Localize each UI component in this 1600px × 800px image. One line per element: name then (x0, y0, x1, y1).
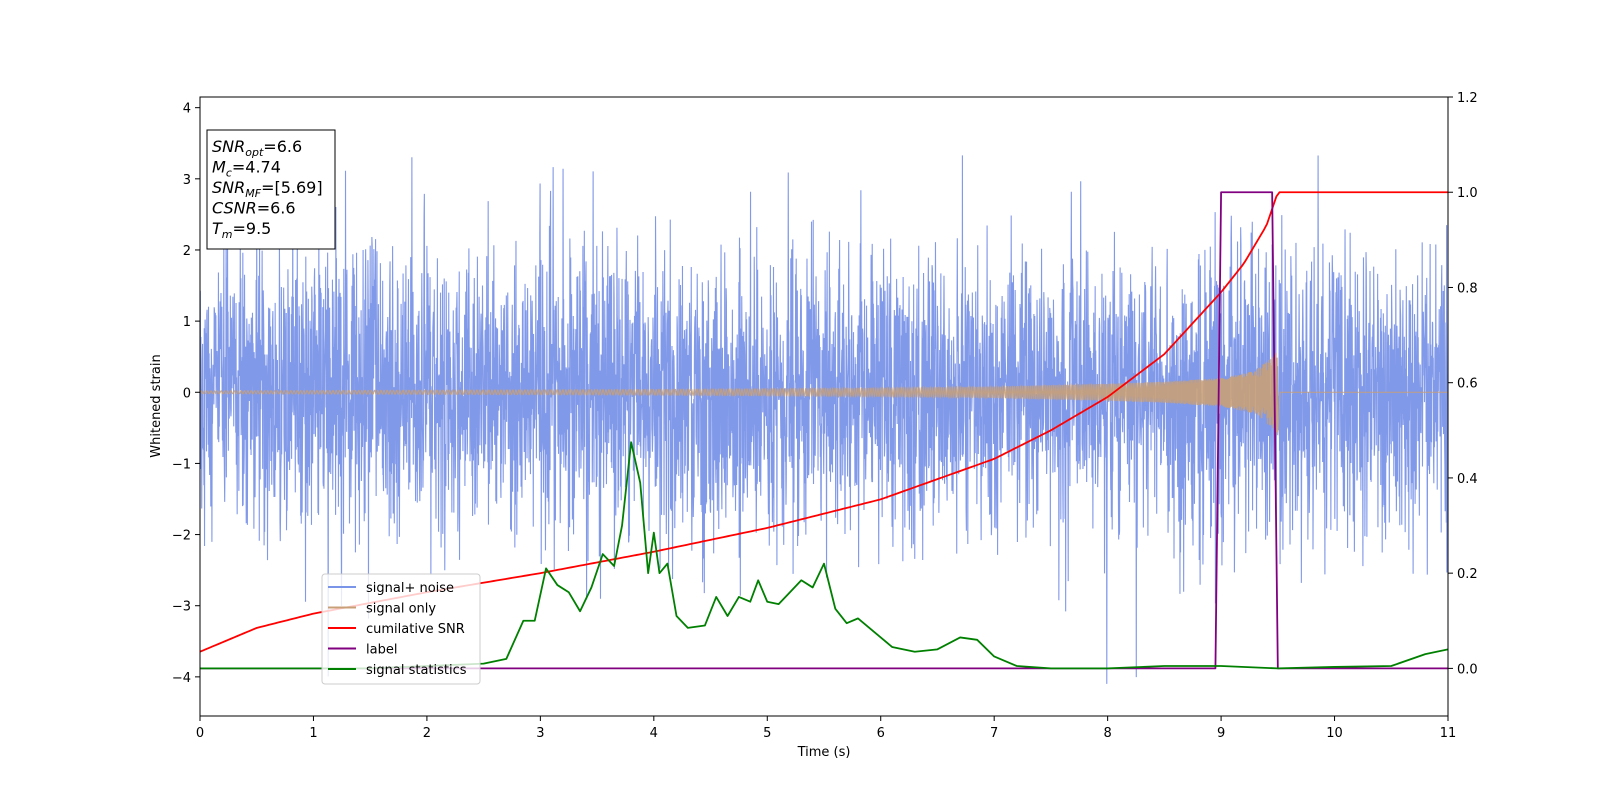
info-subscript: MF (245, 187, 261, 200)
x-tick-label: 5 (763, 726, 771, 741)
info-value: =9.5 (233, 219, 272, 238)
legend-label: signal only (366, 602, 436, 617)
y-left-tick-label: −3 (172, 600, 191, 615)
y-right-tick-label: 0.6 (1457, 377, 1478, 392)
info-value: =[5.69] (261, 178, 323, 197)
legend-frame (321, 573, 481, 685)
info-value: =4.74 (232, 158, 281, 177)
info-variable: SNR (212, 137, 245, 156)
y-left-tick-label: −2 (172, 529, 191, 544)
y-left-tick-label: 0 (183, 386, 191, 401)
info-box-frame (206, 129, 336, 250)
x-axis-label: Time (s) (797, 745, 851, 760)
x-tick-label: 2 (423, 726, 431, 741)
series-signal-only-line (200, 352, 1448, 436)
info-box-line: SNRopt=6.6 (212, 137, 302, 159)
y-left-tick-label: 3 (183, 173, 191, 188)
plot-frame (199, 96, 1449, 717)
info-variable: T (212, 219, 223, 238)
info-variable: SNR (212, 178, 245, 197)
x-tick-label: 10 (1326, 726, 1343, 741)
x-tick-label: 4 (650, 726, 658, 741)
legend: signal+ noise signal only cumilative SNR la… (321, 573, 481, 685)
x-tick-label: 9 (1217, 726, 1225, 741)
y-left-tick-label: 4 (183, 102, 191, 117)
info-box-line: Mc=4.74 (212, 158, 281, 180)
y-left-tick-label: −4 (172, 671, 191, 686)
legend-label: cumilative SNR (366, 622, 465, 637)
info-variable: M (212, 158, 226, 177)
x-tick-label: 1 (309, 726, 317, 741)
x-axis: 0 1 2 3 4 5 6 7 8 9 10 11 (196, 716, 1456, 741)
info-variable: CSNR (212, 199, 257, 218)
x-tick-label: 8 (1103, 726, 1111, 741)
y-right-tick-label: 1.0 (1457, 186, 1478, 201)
x-tick-label: 11 (1440, 726, 1457, 741)
legend-label: signal statistics (366, 663, 467, 678)
legend-label: signal+ noise (366, 581, 454, 596)
info-box-line: SNRMF=[5.69] (212, 178, 323, 200)
x-tick-label: 0 (196, 726, 204, 741)
y-left-tick-label: −1 (172, 457, 191, 472)
y-axis-left: −4 −3 −2 −1 0 1 2 3 4 (172, 102, 200, 686)
info-box: SNRopt=6.6Mc=4.74SNRMF=[5.69]CSNR=6.6Tm=… (206, 129, 336, 250)
info-box-line: Tm=9.5 (212, 219, 271, 241)
legend-label: label (366, 643, 397, 658)
y-right-tick-label: 0.4 (1457, 472, 1478, 487)
info-value: =6.6 (263, 137, 302, 156)
series-signal-noise-line (200, 155, 1448, 684)
x-tick-label: 7 (990, 726, 998, 741)
y-right-tick-label: 0.2 (1457, 567, 1478, 582)
x-tick-label: 6 (877, 726, 885, 741)
y-left-tick-label: 2 (183, 244, 191, 259)
y-axis-right: 0.0 0.2 0.4 0.6 0.8 1.0 1.2 (1448, 91, 1478, 677)
info-value: =6.6 (257, 199, 296, 218)
info-subscript: c (226, 167, 232, 180)
info-box-line: CSNR=6.6 (212, 199, 296, 218)
y-left-tick-label: 1 (183, 315, 191, 330)
x-tick-label: 3 (536, 726, 544, 741)
y-right-tick-label: 1.2 (1457, 91, 1478, 106)
y-axis-label: Whitened strain (149, 354, 164, 457)
series-signal-statistics-line (200, 441, 1448, 670)
y-right-tick-label: 0.8 (1457, 281, 1478, 296)
info-subscript: m (222, 228, 233, 241)
y-right-tick-label: 0.0 (1457, 662, 1478, 677)
info-subscript: opt (245, 146, 264, 159)
